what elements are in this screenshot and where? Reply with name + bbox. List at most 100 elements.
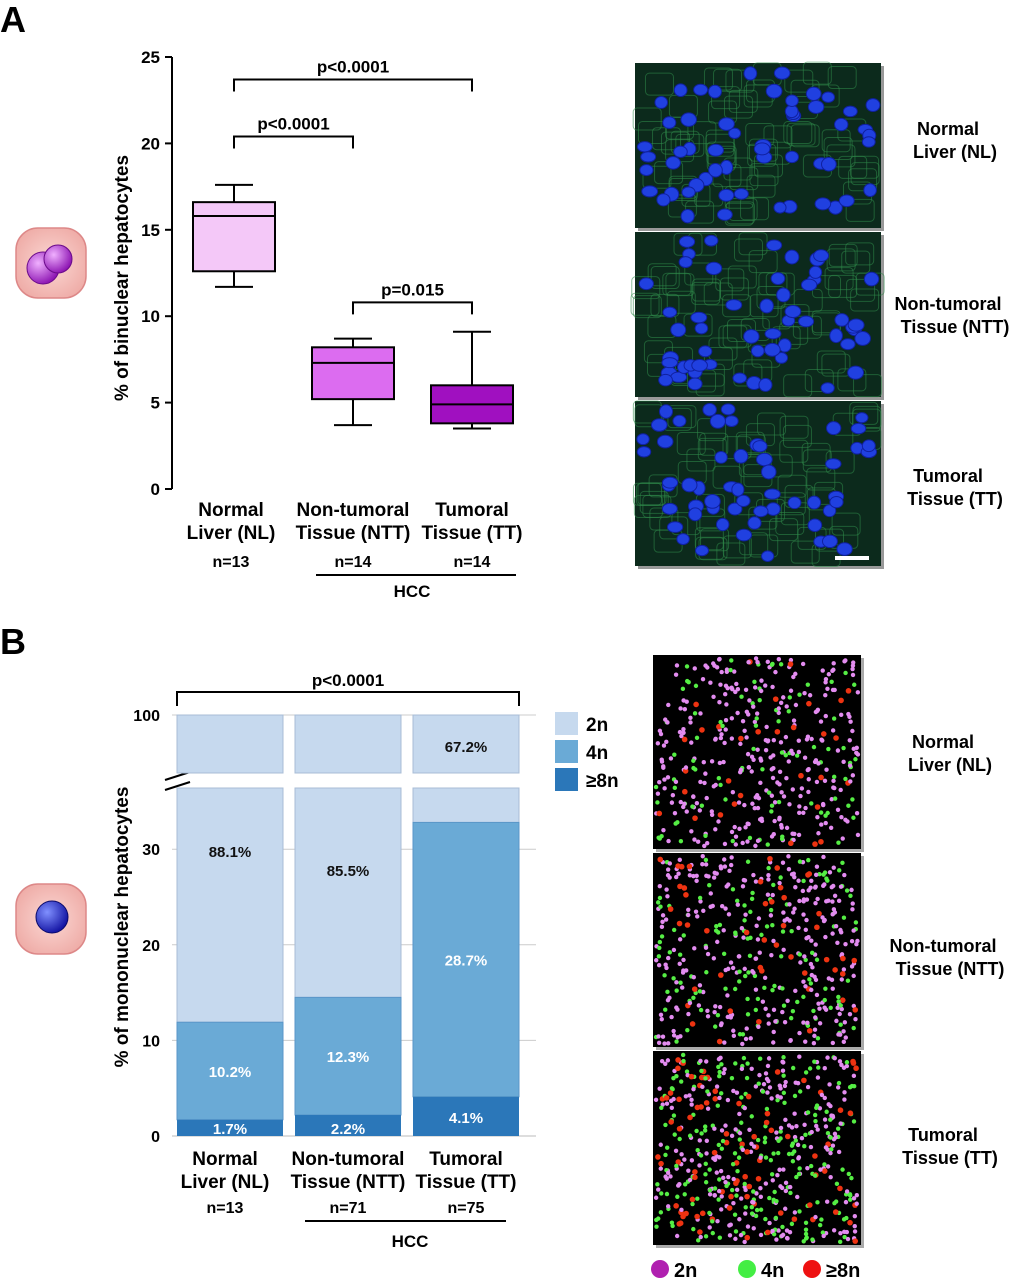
nucleus-dot <box>663 1007 668 1012</box>
nucleus-dot <box>847 1084 853 1090</box>
image-label-line2: Tissue (TT) <box>907 489 1003 509</box>
nucleus-dot <box>802 1122 807 1127</box>
nucleus-dot <box>747 698 752 703</box>
nucleus <box>728 127 742 139</box>
nucleus-dot <box>722 1067 727 1072</box>
nucleus <box>743 66 758 81</box>
cell-membrane <box>802 61 832 85</box>
cell-membrane <box>632 107 662 131</box>
nucleus <box>764 328 782 340</box>
nucleus-dot <box>756 1081 761 1086</box>
nucleus-dot <box>658 1166 663 1171</box>
p-value-label: p=0.015 <box>381 280 444 299</box>
nucleus-dot <box>848 719 853 724</box>
nucleus-dot <box>716 1064 721 1070</box>
nucleus-dot <box>686 1168 691 1173</box>
nucleus-dot <box>704 795 709 801</box>
nucleus-dot <box>671 976 676 981</box>
nucleus-dot <box>658 1160 664 1167</box>
nucleus-dot <box>756 916 762 921</box>
nucleus-dot <box>661 743 667 748</box>
cell-membrane <box>644 72 674 96</box>
nucleus-dot <box>820 738 825 743</box>
nucleus-dot <box>763 1006 768 1012</box>
nucleus-dot <box>661 827 666 833</box>
nucleus-dot <box>774 728 781 735</box>
nucleus-dot <box>776 1228 781 1233</box>
nucleus-dot <box>824 1199 830 1204</box>
nucleus-dot <box>788 840 794 847</box>
nucleus-dot <box>763 1155 769 1160</box>
nucleus-dot <box>745 1093 752 1100</box>
cell-membrane <box>636 483 666 507</box>
nucleus-dot <box>728 862 734 868</box>
nucleus-dot <box>678 799 683 805</box>
nucleus-dot <box>705 1008 710 1014</box>
nucleus-dot <box>781 910 786 915</box>
nucleus <box>759 298 774 314</box>
nucleus-dot <box>783 1206 788 1211</box>
nucleus-dot <box>665 989 670 995</box>
nucleus-dot <box>694 878 699 884</box>
nucleus-dot <box>764 1110 771 1117</box>
nucleus-dot <box>723 1180 728 1185</box>
fluorescence-image: Tumoral Tissue (TT) <box>632 400 1003 569</box>
nucleus-dot <box>707 1225 712 1230</box>
nucleus-dot <box>788 657 794 663</box>
nucleus-dot <box>668 1119 674 1125</box>
nucleus-dot <box>702 780 707 786</box>
nucleus-dot <box>822 870 828 875</box>
nucleus-dot <box>723 906 728 911</box>
nucleus-dot <box>769 834 775 839</box>
nucleus-dot <box>833 923 839 929</box>
nucleus-dot <box>695 1147 700 1153</box>
nucleus-dot <box>698 711 703 716</box>
nucleus-dot <box>664 887 669 892</box>
nucleus-dot <box>748 1036 753 1041</box>
nucleus-dot <box>733 1180 739 1187</box>
nucleus-dot <box>753 1213 759 1219</box>
nucleus-dot <box>740 884 746 889</box>
nucleus-dot <box>746 821 751 827</box>
nucleus-dot <box>855 690 861 695</box>
nucleus-dot <box>751 757 756 762</box>
nucleus-dot <box>763 1071 769 1076</box>
nucleus-dot <box>691 995 696 1001</box>
nucleus-dot <box>785 1236 790 1241</box>
nucleus-dot <box>717 812 724 818</box>
nucleus-dot <box>852 1224 857 1229</box>
nucleus-dot <box>791 1216 798 1222</box>
nucleus-dot <box>764 1229 771 1236</box>
nucleus-dot <box>769 952 774 958</box>
nucleus-dot <box>784 776 789 781</box>
nucleus-dot <box>749 1066 754 1071</box>
label-2n: 67.2% <box>445 739 488 756</box>
segment-2n-upper <box>294 714 402 774</box>
nucleus-dot <box>781 1090 787 1096</box>
nucleus-dot <box>772 818 777 824</box>
nucleus-dot <box>688 720 693 725</box>
nucleus-dot <box>676 871 681 876</box>
nucleus-dot <box>832 785 837 791</box>
nucleus <box>681 186 696 198</box>
nucleus-dot <box>719 1062 724 1067</box>
label-8n: 1.7% <box>213 1121 247 1138</box>
nucleus-dot <box>739 694 744 699</box>
nucleus <box>698 345 713 358</box>
nucleus-dot <box>735 898 740 904</box>
nucleus-dot <box>791 718 797 723</box>
nucleus-dot <box>677 961 682 966</box>
nucleus-dot <box>733 689 738 695</box>
nucleus-dot <box>849 887 854 893</box>
nucleus-dot <box>744 1149 750 1155</box>
nucleus-dot <box>792 874 797 880</box>
nucleus-dot <box>807 1066 813 1071</box>
nucleus-dot <box>683 1094 689 1099</box>
y-tick-label-a: 5 <box>151 394 160 413</box>
nucleus-dot <box>755 747 760 752</box>
cell-membrane <box>838 155 868 179</box>
nucleus-dot <box>697 989 703 994</box>
nucleus-dot <box>742 966 747 972</box>
nucleus-dot <box>770 1228 775 1234</box>
nucleus-dot <box>662 777 667 782</box>
